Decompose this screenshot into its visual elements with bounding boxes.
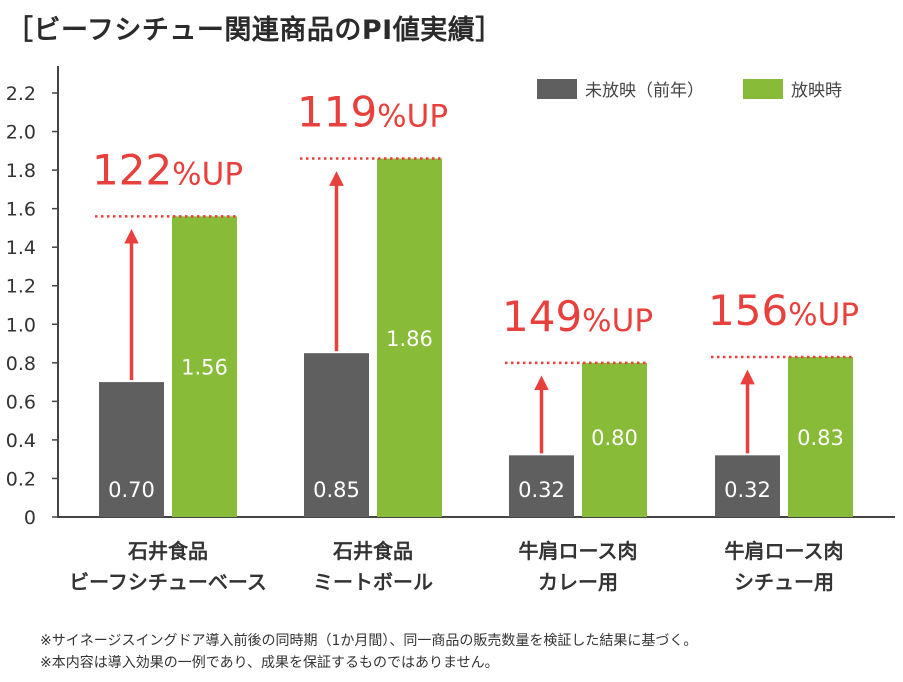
bar-after [788,357,853,517]
category-label-line2: シチュー用 [734,570,834,594]
y-tick-label: 0.2 [6,468,36,490]
data-label-before: 0.32 [518,478,565,502]
y-tick-label: 1.2 [6,276,36,298]
data-label-after: 1.56 [181,356,228,380]
data-label-before: 0.32 [724,478,771,502]
data-label-before: 0.85 [313,478,360,502]
y-tick-label: 0.8 [6,353,36,375]
y-tick-label: 0 [24,507,36,529]
category-label-line1: 石井食品 [332,539,413,563]
category-label-line1: 石井食品 [127,539,208,563]
y-tick-label: 2.2 [6,83,36,105]
footnote-2: ※本内容は導入効果の一例であり、成果を保証するものではありません。 [40,655,499,671]
bar-before [304,353,369,517]
y-tick-label: 1.4 [6,237,36,259]
bar-after [582,362,647,517]
legend-label-before: 未放映（前年） [585,81,704,101]
bar-before [509,455,574,517]
legend-swatch-before [537,78,577,99]
increase-annotation: 156%UP [708,286,859,335]
legend-item-before: 未放映（前年） [537,76,704,101]
bar-after [172,216,237,517]
y-tick-label: 1.8 [6,160,36,182]
bar-before [99,382,164,517]
y-tick-label: 0.6 [6,391,36,413]
legend-swatch-after [743,78,783,99]
chart-title: ［ビーフシチュー関連商品のPI値実績］ [6,15,503,46]
legend-label-after: 放映時 [791,81,842,101]
increase-annotation: 122%UP [92,145,243,194]
footnote-1: ※サイネージスイングドア導入前後の同時期（1か月間）、同一商品の販売数量を検証し… [40,633,698,649]
category-label-line1: 牛肩ロース肉 [725,539,844,563]
data-label-after: 0.80 [591,426,638,450]
category-label-line2: ビーフシチューベース [69,570,267,594]
y-tick-label: 2.0 [6,122,36,144]
category-label-line2: カレー用 [538,570,618,594]
y-tick-label: 1.6 [6,199,36,221]
data-label-before: 0.70 [108,478,155,502]
category-label-line2: ミートボール [313,570,433,594]
bar-before [715,455,780,517]
increase-annotation: 119%UP [297,88,448,137]
bar-after [377,158,442,517]
data-label-after: 0.83 [797,426,844,450]
increase-annotation: 149%UP [502,292,653,341]
data-label-after: 1.86 [386,327,433,351]
y-tick-label: 0.4 [6,430,36,452]
legend-item-after: 放映時 [743,76,842,101]
category-label-line1: 牛肩ロース肉 [519,539,638,563]
y-tick-label: 1.0 [6,314,36,336]
